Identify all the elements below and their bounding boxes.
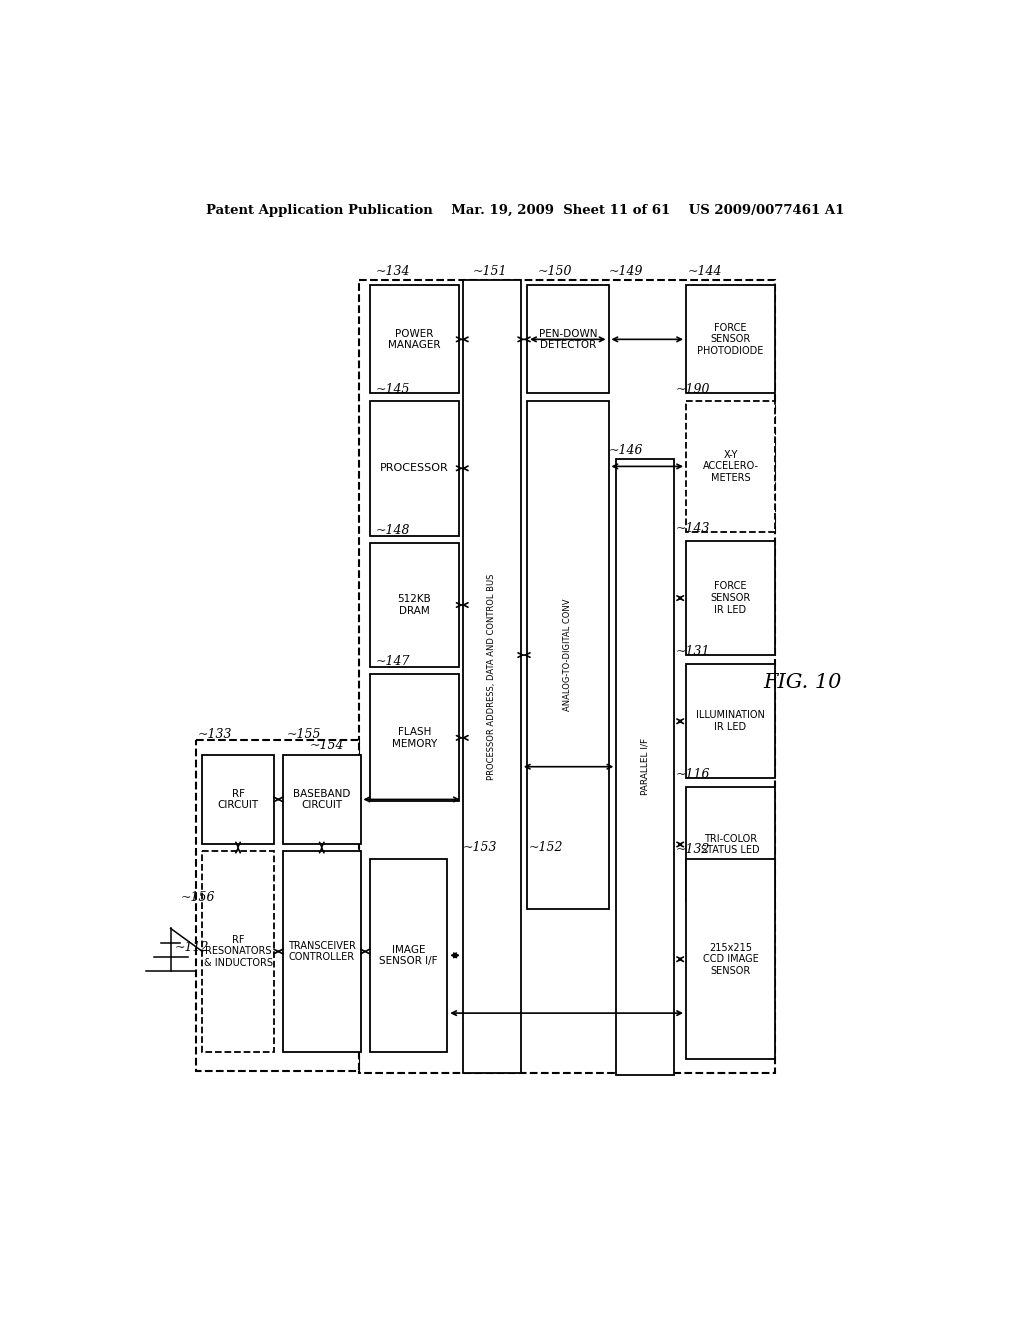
- Text: FLASH
MEMORY: FLASH MEMORY: [392, 727, 437, 748]
- Text: ~190: ~190: [676, 383, 711, 396]
- Bar: [686, 859, 775, 1059]
- Text: Patent Application Publication    Mar. 19, 2009  Sheet 11 of 61    US 2009/00774: Patent Application Publication Mar. 19, …: [206, 205, 844, 218]
- Bar: [616, 459, 675, 1074]
- Bar: [686, 788, 775, 902]
- Bar: [203, 851, 273, 1052]
- Text: TRANSCEIVER
CONTROLLER: TRANSCEIVER CONTROLLER: [288, 941, 355, 962]
- Text: IMAGE
SENSOR I/F: IMAGE SENSOR I/F: [379, 945, 438, 966]
- Text: ~131: ~131: [676, 644, 711, 657]
- Bar: [197, 739, 359, 1071]
- Bar: [370, 859, 447, 1052]
- Bar: [527, 401, 608, 909]
- Text: FIG. 10: FIG. 10: [763, 672, 842, 692]
- Text: ~150: ~150: [538, 265, 571, 279]
- Bar: [359, 280, 775, 1073]
- Bar: [686, 285, 775, 393]
- Text: 215x215
CCD IMAGE
SENSOR: 215x215 CCD IMAGE SENSOR: [702, 942, 759, 975]
- Text: ~152: ~152: [528, 841, 563, 854]
- Text: POWER
MANAGER: POWER MANAGER: [388, 329, 440, 350]
- Text: ~147: ~147: [376, 655, 411, 668]
- Bar: [370, 401, 459, 536]
- Text: PROCESSOR ADDRESS, DATA AND CONTROL BUS: PROCESSOR ADDRESS, DATA AND CONTROL BUS: [487, 573, 497, 780]
- Text: ~156: ~156: [180, 891, 215, 904]
- Text: FORCE
SENSOR
IR LED: FORCE SENSOR IR LED: [711, 582, 751, 615]
- Text: PROCESSOR: PROCESSOR: [380, 463, 449, 474]
- Text: ~155: ~155: [287, 727, 322, 741]
- Text: ~145: ~145: [376, 383, 411, 396]
- Text: ~143: ~143: [676, 521, 711, 535]
- Bar: [527, 285, 608, 393]
- Text: ~151: ~151: [473, 265, 507, 279]
- Text: BASEBAND
CIRCUIT: BASEBAND CIRCUIT: [293, 788, 350, 810]
- Bar: [686, 664, 775, 779]
- Text: PEN-DOWN
DETECTOR: PEN-DOWN DETECTOR: [539, 329, 597, 350]
- Bar: [686, 541, 775, 655]
- Bar: [463, 280, 521, 1073]
- Text: RF
CIRCUIT: RF CIRCUIT: [217, 788, 259, 810]
- Text: ~134: ~134: [376, 265, 411, 279]
- Text: PARALLEL I/F: PARALLEL I/F: [641, 738, 650, 795]
- Text: ~154: ~154: [310, 739, 345, 751]
- Bar: [369, 851, 450, 1059]
- Bar: [370, 544, 459, 667]
- Bar: [370, 675, 459, 801]
- Text: ~112: ~112: [174, 941, 209, 954]
- Bar: [283, 851, 360, 1052]
- Text: ANALOG-TO-DIGITAL CONV: ANALOG-TO-DIGITAL CONV: [563, 599, 572, 711]
- Text: TRI-COLOR
STATUS LED: TRI-COLOR STATUS LED: [701, 834, 760, 855]
- Bar: [370, 285, 459, 393]
- Text: FORCE
SENSOR
PHOTODIODE: FORCE SENSOR PHOTODIODE: [697, 323, 764, 356]
- Text: ILLUMINATION
IR LED: ILLUMINATION IR LED: [696, 710, 765, 733]
- Text: ~149: ~149: [608, 265, 643, 279]
- Text: ~148: ~148: [376, 524, 411, 537]
- Text: 512KB
DRAM: 512KB DRAM: [397, 594, 431, 616]
- Text: ~116: ~116: [676, 768, 711, 781]
- Bar: [283, 755, 360, 843]
- Bar: [686, 401, 775, 532]
- Bar: [203, 755, 273, 843]
- Text: ~153: ~153: [463, 841, 498, 854]
- Text: ~144: ~144: [687, 265, 722, 279]
- Text: ~146: ~146: [608, 445, 643, 458]
- Text: RF
RESONATORS
& INDUCTORS: RF RESONATORS & INDUCTORS: [204, 935, 272, 968]
- Text: ~132: ~132: [676, 843, 711, 857]
- Text: X-Y
ACCELERO-
METERS: X-Y ACCELERO- METERS: [702, 450, 759, 483]
- Text: ~133: ~133: [198, 727, 232, 741]
